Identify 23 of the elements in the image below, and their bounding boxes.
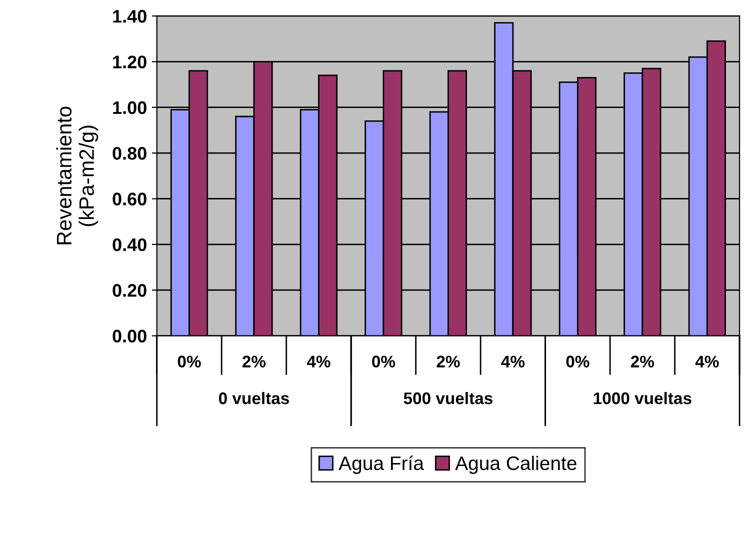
y-tick-label: 1.20: [113, 56, 146, 68]
x-tick-label: 2%: [630, 356, 654, 368]
y-tick-label: 0.80: [112, 146, 146, 160]
text: 500 vueltas: [404, 392, 492, 404]
y-tick-label: 0.20: [112, 284, 146, 297]
legend-label: Agua Fría: [338, 456, 424, 474]
y-tick-label: 0.00: [112, 330, 146, 343]
text: 0 vueltas: [218, 392, 289, 404]
x-tick-label: 0%: [566, 356, 590, 368]
x-tick-label: 2%: [242, 356, 266, 368]
x-tick-label: 0%: [372, 356, 396, 368]
y-tick-label: 1.00: [113, 101, 146, 114]
x-tick-label: 2%: [436, 356, 460, 368]
y-tick-label: 0.60: [112, 192, 146, 206]
y-tick-label: 1.40: [113, 10, 146, 23]
y-axis-title: Reventamiento (kPa-m2/g): [56, 106, 98, 244]
y-tick-label: 0.40: [112, 238, 146, 252]
x-tick-label: 4%: [695, 356, 719, 368]
legend-label: Agua Caliente: [455, 456, 576, 474]
text: 1000 vueltas: [594, 392, 692, 404]
x-tick-label: 0%: [178, 356, 201, 368]
x-tick-label: 4%: [501, 356, 525, 368]
x-tick-label: 4%: [306, 356, 330, 368]
